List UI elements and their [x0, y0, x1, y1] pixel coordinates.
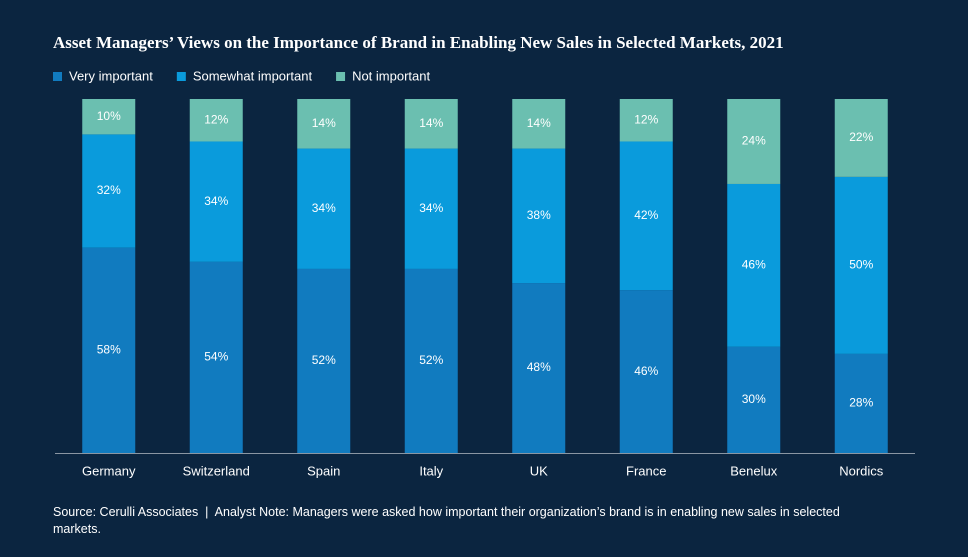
bar-segment: [82, 99, 136, 135]
bar-segment: [512, 283, 566, 453]
bar-segment: [189, 99, 243, 142]
value-label: 54%: [204, 350, 228, 364]
x-tick-label: Benelux: [730, 463, 777, 478]
bar-segment: [297, 268, 351, 453]
legend-label: Somewhat important: [193, 68, 313, 83]
bar-segment: [619, 99, 673, 142]
bar-segment: [404, 99, 458, 149]
x-tick-label: Germany: [82, 463, 136, 478]
value-label: 50%: [849, 258, 873, 272]
value-label: 10%: [97, 109, 121, 123]
value-label: 34%: [312, 201, 336, 215]
x-tick-label: UK: [530, 463, 548, 478]
legend-swatch: [176, 72, 186, 81]
bar-segment: [834, 99, 888, 177]
x-tick-label: France: [626, 463, 666, 478]
value-label: 12%: [634, 112, 658, 126]
bar-segment: [297, 99, 351, 149]
x-tick-label: Spain: [307, 463, 340, 478]
bar-segment: [727, 99, 781, 184]
legend-swatch: [53, 72, 62, 81]
x-tick-label: Nordics: [839, 463, 884, 478]
value-label: 14%: [527, 116, 551, 130]
source-note: Source: Cerulli Associates | Analyst Not…: [53, 505, 844, 536]
bar-segment: [82, 134, 136, 248]
legend-swatch: [336, 72, 346, 81]
bar-segment: [189, 261, 243, 453]
bar-segment: [834, 353, 888, 453]
chart-title: Asset Managers’ Views on the Importance …: [53, 33, 784, 52]
value-label: 52%: [419, 353, 443, 367]
bar-segment: [512, 99, 566, 149]
value-label: 52%: [312, 353, 336, 367]
legend-label: Not important: [352, 68, 430, 83]
x-tick-label: Italy: [419, 463, 443, 478]
bar-segment: [512, 148, 566, 284]
value-label: 34%: [204, 194, 228, 208]
bar-segment: [619, 141, 673, 291]
value-label: 46%: [742, 258, 766, 272]
legend-label: Very important: [69, 68, 153, 83]
value-label: 42%: [634, 208, 658, 222]
value-label: 12%: [204, 112, 228, 126]
value-label: 32%: [97, 183, 121, 197]
bar-segment: [834, 176, 888, 354]
value-label: 28%: [849, 396, 873, 410]
bar-segment: [727, 346, 781, 453]
value-label: 48%: [527, 360, 551, 374]
value-label: 24%: [742, 134, 766, 148]
value-label: 58%: [97, 343, 121, 357]
value-label: 14%: [419, 116, 443, 130]
bar-segment: [189, 141, 243, 262]
value-label: 34%: [419, 201, 443, 215]
value-label: 46%: [634, 364, 658, 378]
bar-segment: [297, 148, 351, 269]
value-label: 14%: [312, 116, 336, 130]
value-label: 22%: [849, 130, 873, 144]
value-label: 38%: [527, 208, 551, 222]
bar-segment: [727, 183, 781, 347]
bar-segment: [404, 268, 458, 453]
bar-segment: [619, 290, 673, 453]
bar-segment: [404, 148, 458, 269]
value-label: 30%: [742, 392, 766, 406]
x-tick-label: Switzerland: [183, 463, 250, 478]
bar-segment: [82, 247, 136, 453]
